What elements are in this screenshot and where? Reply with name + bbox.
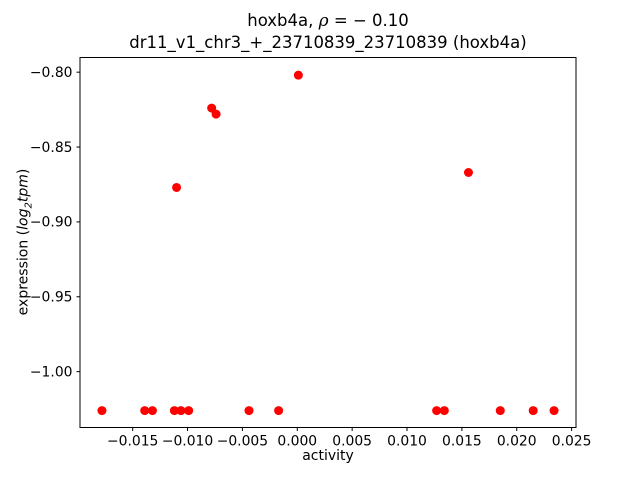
y-tick-label: −0.90 xyxy=(30,215,73,231)
x-tick-label: 0.020 xyxy=(497,434,537,450)
chart-title-line1: hoxb4a, ρ = − 0.10 xyxy=(80,10,576,32)
data-point xyxy=(495,406,505,416)
data-point xyxy=(172,182,182,192)
y-tick-label: −0.85 xyxy=(30,140,73,156)
data-point xyxy=(211,109,221,119)
x-tick-label: −0.005 xyxy=(217,434,268,450)
chart-title: hoxb4a, ρ = − 0.10 dr11_v1_chr3_+_237108… xyxy=(80,10,576,53)
axes-frame xyxy=(79,57,577,428)
x-tick-label: 0.000 xyxy=(277,434,317,450)
data-point xyxy=(244,406,254,416)
data-point xyxy=(176,406,186,416)
data-point xyxy=(463,167,473,177)
data-point xyxy=(140,406,150,416)
data-point xyxy=(549,406,559,416)
data-point xyxy=(528,406,538,416)
data-point xyxy=(432,406,442,416)
data-point xyxy=(147,406,157,416)
data-point xyxy=(97,406,107,416)
x-tick-label: 0.015 xyxy=(442,434,482,450)
data-point xyxy=(274,406,284,416)
x-tick-label: 0.005 xyxy=(332,434,372,450)
y-tick-label: −0.80 xyxy=(30,65,73,81)
data-point xyxy=(184,406,194,416)
x-axis-label: activity xyxy=(302,448,354,464)
data-point xyxy=(169,406,179,416)
data-point xyxy=(293,70,303,80)
x-tick-label: 0.025 xyxy=(552,434,592,450)
chart-subtitle: dr11_v1_chr3_+_23710839_23710839 (hoxb4a… xyxy=(129,33,527,52)
y-tick-label: −0.95 xyxy=(30,290,73,306)
rho-symbol: ρ xyxy=(318,11,329,31)
y-tick-label: −1.00 xyxy=(30,364,73,380)
title-gene-name: hoxb4a, xyxy=(247,11,319,30)
x-tick-label: 0.010 xyxy=(387,434,427,450)
x-tick-label: −0.015 xyxy=(107,434,158,450)
data-point xyxy=(439,406,449,416)
title-rho-value: = − 0.10 xyxy=(328,11,409,30)
x-tick-label: −0.010 xyxy=(162,434,213,450)
